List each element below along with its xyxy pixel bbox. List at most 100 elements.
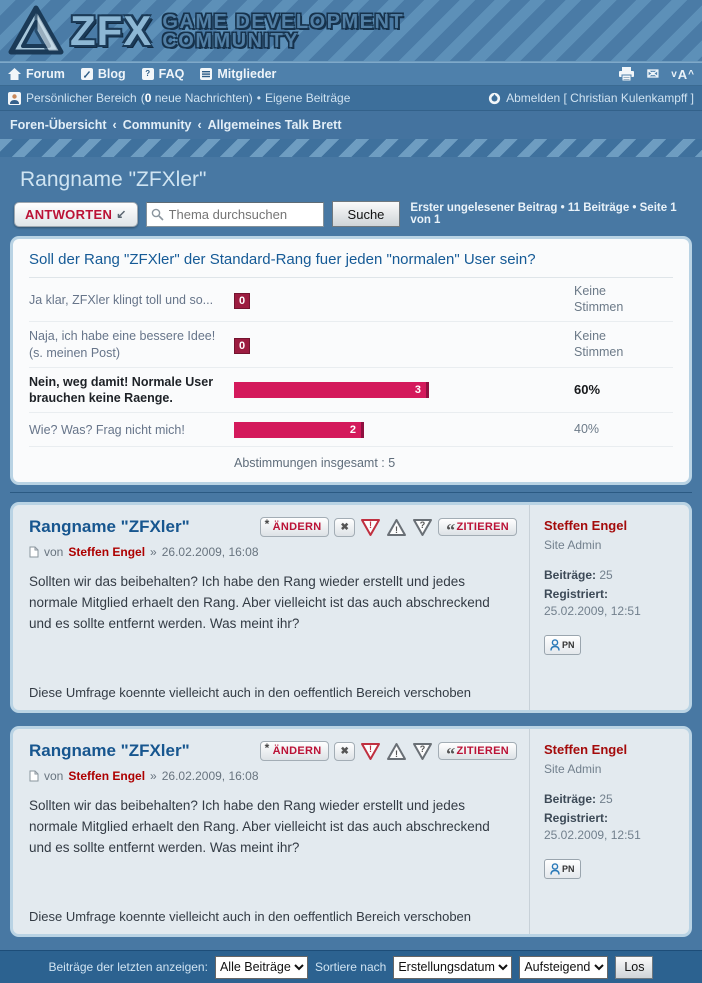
logout-link[interactable]: Abmelden [ Christian Kulenkampff ] bbox=[506, 91, 694, 105]
font-larger-icon[interactable]: ^ bbox=[688, 68, 694, 80]
msg-close: neue Nachrichten) bbox=[151, 91, 253, 105]
reply-button-label: ANTWORTEN bbox=[25, 206, 113, 222]
poster-profile: Steffen Engel Site Admin Beiträge: 25 Re… bbox=[529, 729, 689, 935]
poster-profile: Steffen Engel Site Admin Beiträge: 25 Re… bbox=[529, 505, 689, 711]
show-posts-label: Beiträge der letzten anzeigen: bbox=[48, 960, 208, 975]
pm-button[interactable]: PN bbox=[544, 858, 581, 879]
delete-x-icon: ✖ bbox=[340, 521, 350, 533]
zfx-triangle-logo-icon bbox=[8, 5, 64, 54]
edit-star-icon: * bbox=[264, 741, 270, 756]
pm-button[interactable]: PN bbox=[544, 634, 581, 655]
logout-icon bbox=[489, 92, 501, 104]
post-page-icon bbox=[29, 770, 39, 782]
topic-status: Erster ungelesener Beitrag • 11 Beiträge… bbox=[410, 202, 677, 226]
nav-members-label: Mitglieder bbox=[217, 67, 277, 81]
quote-button[interactable]: “ZITIEREN bbox=[438, 518, 517, 539]
show-posts-select[interactable]: Alle Beiträge bbox=[214, 955, 308, 979]
topic-search bbox=[145, 201, 324, 227]
poll-question: Soll der Rang "ZFXler" der Standard-Rang… bbox=[29, 251, 673, 278]
poll-option-row: Wie? Was? Frag nicht mich! 2 40% bbox=[29, 413, 673, 448]
poll-bar-track: 3 bbox=[234, 382, 559, 398]
font-size-control[interactable]: v A ^ bbox=[671, 67, 694, 82]
report-post-icon[interactable]: ! bbox=[360, 742, 381, 761]
nav-faq[interactable]: ? FAQ bbox=[141, 67, 185, 81]
personal-area-link[interactable]: Persönlicher Bereich bbox=[26, 91, 137, 105]
breadcrumb: Foren-Übersicht ‹ Community ‹ Allgemeine… bbox=[0, 111, 702, 139]
post: Rangname "ZFXler" * ÄNDERN ✖ ! ! ? “ZITIE… bbox=[10, 726, 692, 938]
reply-button[interactable]: ANTWORTEN ↙ bbox=[14, 201, 138, 227]
message-count: 0 bbox=[144, 91, 152, 105]
tagline-line2: Community bbox=[162, 29, 300, 52]
reply-arrow-icon: ↙ bbox=[116, 207, 127, 221]
breadcrumb-sep: ‹ bbox=[112, 118, 117, 132]
nav-members[interactable]: Mitglieder bbox=[200, 67, 276, 81]
quote-button[interactable]: “ZITIEREN bbox=[438, 742, 517, 765]
information-icon[interactable]: ? bbox=[412, 742, 433, 761]
breadcrumb-community[interactable]: Community bbox=[122, 118, 192, 132]
sort-by-select[interactable]: Erstellungsdatum bbox=[393, 955, 513, 979]
poll-option-label: Nein, weg damit! Normale User brauchen k… bbox=[29, 374, 214, 405]
profile-name-link[interactable]: Steffen Engel bbox=[544, 742, 628, 758]
poll-result: 60% bbox=[574, 381, 601, 397]
nav-faq-label: FAQ bbox=[158, 67, 185, 81]
nav-forum[interactable]: Forum bbox=[8, 67, 65, 81]
profile-name-link[interactable]: Steffen Engel bbox=[544, 518, 628, 534]
report-post-icon[interactable]: ! bbox=[360, 518, 381, 537]
logo-tagline: Game Development Community bbox=[162, 11, 404, 52]
post-title-link[interactable]: Rangname "ZFXler" bbox=[29, 741, 190, 761]
poll-bar-track: 2 bbox=[234, 421, 559, 438]
post-actions: * ÄNDERN ✖ ! ! ? “ZITIEREN bbox=[259, 741, 517, 765]
post-title-link[interactable]: Rangname "ZFXler" bbox=[29, 517, 190, 537]
byline-sep: » bbox=[150, 545, 157, 560]
delete-button[interactable]: ✖ bbox=[334, 517, 356, 537]
warn-user-icon[interactable]: ! bbox=[386, 518, 407, 537]
post-date: 26.02.2009, 16:08 bbox=[161, 545, 259, 560]
breadcrumb-forum-overview[interactable]: Foren-Übersicht bbox=[10, 118, 107, 132]
nav-blog[interactable]: Blog bbox=[80, 67, 126, 81]
blog-icon bbox=[80, 68, 93, 80]
quote-icon: “ bbox=[446, 744, 456, 765]
byline-von: von bbox=[44, 769, 64, 784]
svg-text:!: ! bbox=[395, 525, 398, 535]
main-navbar: Forum Blog ? FAQ Mitglieder ✉ v A ^ bbox=[0, 62, 702, 86]
edit-button[interactable]: * ÄNDERN bbox=[259, 741, 330, 762]
svg-text:!: ! bbox=[369, 744, 372, 754]
poll-option-row: Ja klar, ZFXler klingt toll und so... 0 … bbox=[29, 278, 673, 323]
user-bar: Persönlicher Bereich (0 neue Nachrichten… bbox=[0, 86, 702, 111]
font-smaller-icon[interactable]: v bbox=[671, 68, 677, 80]
profile-registered: Registriert: 25.02.2009, 12:51 bbox=[544, 811, 641, 842]
post-actions: * ÄNDERN ✖ ! ! ? “ZITIEREN bbox=[259, 517, 517, 539]
delete-button[interactable]: ✖ bbox=[334, 741, 356, 761]
sort-direction-select[interactable]: Aufsteigend bbox=[519, 955, 609, 979]
post-byline: von Steffen Engel » 26.02.2009, 16:08 bbox=[29, 769, 517, 783]
poll-vote-badge: 0 bbox=[234, 337, 251, 354]
own-posts-link[interactable]: Eigene Beiträge bbox=[265, 91, 351, 105]
information-icon[interactable]: ? bbox=[412, 518, 433, 537]
section-divider bbox=[10, 492, 692, 494]
poll-option-label: Wie? Was? Frag nicht mich! bbox=[29, 422, 185, 437]
breadcrumb-board[interactable]: Allgemeines Talk Brett bbox=[207, 118, 342, 132]
poll-total: Abstimmungen insgesamt : 5 bbox=[234, 456, 396, 471]
go-button[interactable]: Los bbox=[615, 955, 654, 979]
post: Rangname "ZFXler" * ÄNDERN ✖ ! ! ? “ZITIE… bbox=[10, 502, 692, 714]
poll-vote-badge: 0 bbox=[234, 292, 251, 309]
poll-bar: 2 bbox=[234, 421, 364, 438]
pm-user-icon bbox=[550, 863, 560, 875]
poll-option-label: Ja klar, ZFXler klingt toll und so... bbox=[29, 292, 214, 307]
author-link[interactable]: Steffen Engel bbox=[68, 769, 146, 784]
profile-rank: Site Admin bbox=[544, 538, 602, 553]
home-icon bbox=[8, 68, 21, 80]
print-button[interactable] bbox=[618, 67, 635, 81]
edit-button[interactable]: * ÄNDERN bbox=[259, 517, 330, 538]
byline-von: von bbox=[44, 545, 64, 560]
author-link[interactable]: Steffen Engel bbox=[68, 545, 146, 560]
poll-option-row: Naja, ich habe eine bessere Idee! (s. me… bbox=[29, 322, 673, 368]
members-icon bbox=[200, 68, 213, 80]
search-input[interactable] bbox=[145, 201, 324, 227]
email-button[interactable]: ✉ bbox=[647, 67, 660, 82]
warn-user-icon[interactable]: ! bbox=[386, 742, 407, 761]
svg-text:!: ! bbox=[395, 749, 398, 759]
search-button[interactable]: Suche bbox=[331, 201, 401, 227]
faq-icon: ? bbox=[141, 68, 154, 80]
page-title: Rangname "ZFXler" bbox=[20, 168, 207, 191]
